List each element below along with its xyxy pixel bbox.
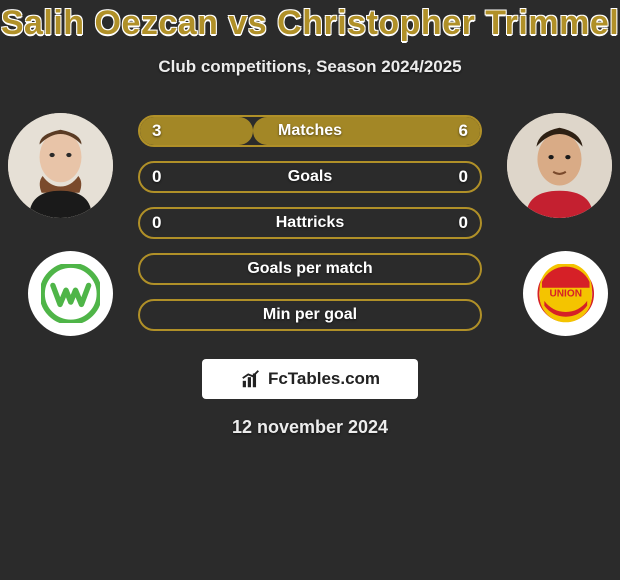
- chart-icon: [240, 368, 262, 390]
- stat-value-right: 0: [459, 167, 468, 187]
- stat-row: Goals 0 0: [138, 161, 482, 193]
- club-badge-right: UNION: [523, 251, 608, 336]
- site-label: FcTables.com: [268, 369, 380, 389]
- svg-text:UNION: UNION: [549, 288, 582, 299]
- stat-label: Min per goal: [263, 306, 357, 324]
- person-icon: [8, 113, 113, 218]
- club-logo-icon: UNION: [536, 264, 596, 324]
- stat-label: Matches: [278, 122, 342, 140]
- date-label: 12 november 2024: [0, 417, 620, 438]
- stat-label: Hattricks: [276, 214, 344, 232]
- header: Salih Oezcan vs Christopher Trimmel Club…: [0, 0, 620, 77]
- stat-value-right: 0: [459, 213, 468, 233]
- stat-label: Goals per match: [247, 260, 372, 278]
- stat-value-left: 0: [152, 213, 161, 233]
- stat-label: Goals: [288, 168, 332, 186]
- site-badge[interactable]: FcTables.com: [202, 359, 418, 399]
- club-logo-icon: [41, 264, 101, 324]
- player-avatar-left: [8, 113, 113, 218]
- stat-row: Hattricks 0 0: [138, 207, 482, 239]
- stat-rows: Matches 3 6 Goals 0 0 Hattricks 0 0 Goals per mat…: [138, 115, 482, 345]
- page-title: Salih Oezcan vs Christopher Trimmel: [0, 4, 620, 43]
- comparison-area: UNION Matches 3 6 Goals 0 0 Hattricks 0 0 Goals p…: [0, 115, 620, 345]
- player-avatar-right: [507, 113, 612, 218]
- stat-value-left: 3: [152, 121, 161, 141]
- person-icon: [507, 113, 612, 218]
- stat-row: Min per goal: [138, 299, 482, 331]
- stat-row: Matches 3 6: [138, 115, 482, 147]
- stat-value-right: 6: [459, 121, 468, 141]
- club-badge-left: [28, 251, 113, 336]
- stat-row: Goals per match: [138, 253, 482, 285]
- page-subtitle: Club competitions, Season 2024/2025: [0, 57, 620, 77]
- stat-value-left: 0: [152, 167, 161, 187]
